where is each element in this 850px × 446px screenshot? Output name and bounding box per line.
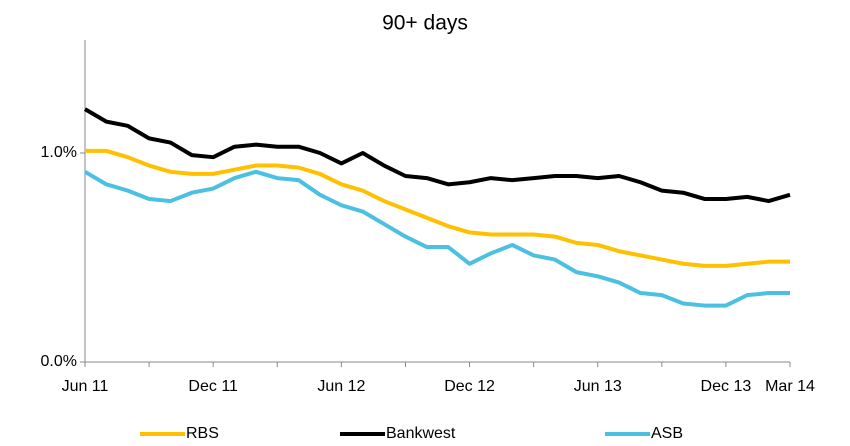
legend-label: ASB <box>651 425 683 442</box>
x-tick-label: Dec 13 <box>701 378 752 395</box>
x-tick-label: Mar 14 <box>765 378 815 395</box>
x-tick-label: Jun 13 <box>574 378 622 395</box>
y-tick-label: 1.0% <box>41 144 77 161</box>
legend-label: RBS <box>186 425 219 442</box>
x-tick-label: Jun 11 <box>62 378 109 395</box>
series-line <box>83 107 791 204</box>
legend-label: Bankwest <box>386 425 456 442</box>
chart-title: 90+ days <box>382 12 468 35</box>
x-tick-label: Jun 12 <box>317 378 365 395</box>
y-tick-label: 0.0% <box>41 353 77 370</box>
x-tick-label: Dec 12 <box>444 378 495 395</box>
series-line <box>83 169 790 308</box>
series-line <box>85 148 790 268</box>
x-tick-label: Dec 11 <box>188 378 238 395</box>
